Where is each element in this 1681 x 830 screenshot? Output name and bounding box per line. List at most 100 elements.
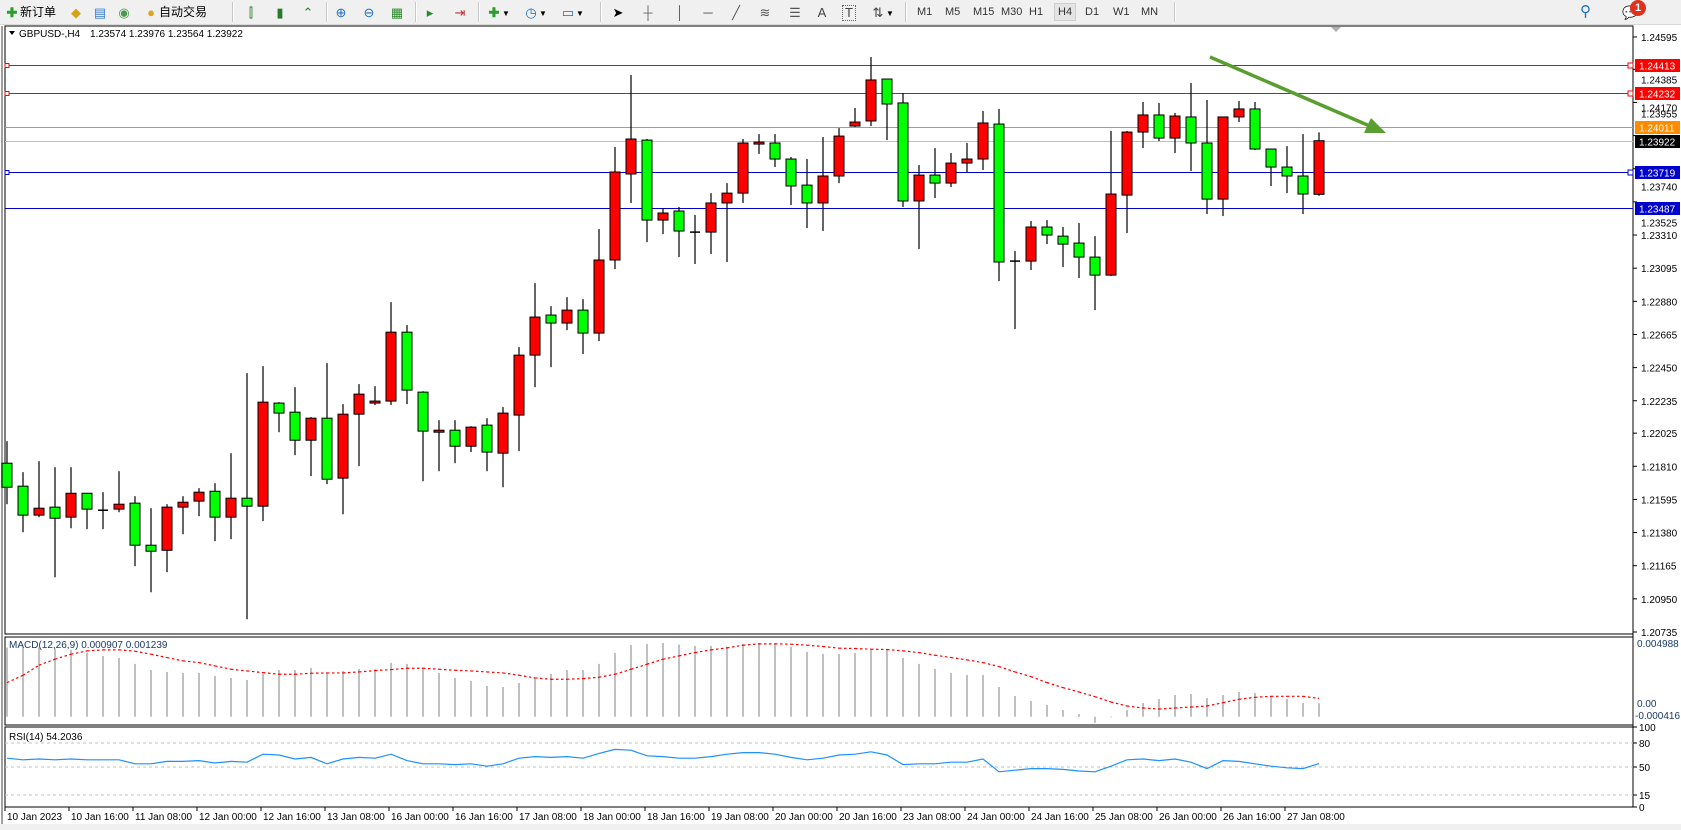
- candle[interactable]: [673, 206, 685, 258]
- candle[interactable]: [1073, 223, 1085, 279]
- candle[interactable]: [529, 283, 541, 388]
- timeframe-h4-button[interactable]: H4: [1054, 3, 1077, 21]
- candle[interactable]: [1313, 132, 1325, 196]
- timeframe-h1-button[interactable]: H1: [1029, 6, 1044, 18]
- candle[interactable]: [1281, 146, 1293, 194]
- candlestick-button[interactable]: ▮: [272, 3, 288, 21]
- candle[interactable]: [1185, 83, 1197, 172]
- candle[interactable]: [193, 488, 205, 517]
- bar-chart-button[interactable]: ⫿: [243, 3, 259, 21]
- line-chart-button[interactable]: ⌃: [300, 3, 316, 21]
- candle[interactable]: [481, 418, 493, 472]
- candle[interactable]: [321, 363, 333, 485]
- candle[interactable]: [353, 384, 365, 467]
- candle[interactable]: [833, 128, 845, 184]
- candle[interactable]: [513, 347, 525, 452]
- market-watch-button[interactable]: ◆: [68, 3, 84, 21]
- candle[interactable]: [1041, 220, 1053, 245]
- main-price-pane[interactable]: [4, 25, 1634, 635]
- timeframe-d1-button[interactable]: D1: [1085, 6, 1100, 18]
- timeframe-m5-button[interactable]: M5: [945, 6, 961, 18]
- candle[interactable]: [433, 420, 445, 472]
- trend-arrow-line[interactable]: [1209, 55, 1373, 129]
- price-level-handle[interactable]: [1627, 169, 1634, 176]
- price-level-handle[interactable]: [4, 63, 10, 68]
- candle[interactable]: [769, 134, 781, 168]
- price-level-handle[interactable]: [1627, 90, 1634, 97]
- candle[interactable]: [801, 159, 813, 229]
- candle[interactable]: [690, 214, 700, 265]
- candle[interactable]: [1025, 221, 1037, 271]
- candle[interactable]: [1137, 102, 1149, 149]
- candle[interactable]: [1, 441, 13, 505]
- chart-shift-marker-icon[interactable]: [1331, 27, 1341, 32]
- periods-button[interactable]: ◷ ▼: [523, 3, 547, 21]
- candle[interactable]: [337, 404, 349, 515]
- candle[interactable]: [33, 461, 45, 518]
- candle[interactable]: [705, 193, 717, 254]
- candle[interactable]: [609, 147, 621, 270]
- rsi-pane[interactable]: [4, 726, 1634, 808]
- candle[interactable]: [961, 143, 973, 172]
- text-button[interactable]: A: [814, 3, 830, 21]
- symbol-dropdown-icon[interactable]: [9, 31, 15, 35]
- price-level-handle[interactable]: [4, 91, 10, 96]
- candle[interactable]: [545, 306, 557, 368]
- candle[interactable]: [1249, 102, 1261, 151]
- candle[interactable]: [1233, 100, 1245, 123]
- candle[interactable]: [241, 373, 253, 620]
- candle[interactable]: [641, 138, 653, 243]
- candle[interactable]: [465, 426, 477, 453]
- candle[interactable]: [561, 297, 573, 331]
- zoom-out-button[interactable]: ⊖: [361, 3, 377, 21]
- auto-trading-button[interactable]: ● 自动交易: [143, 3, 207, 21]
- candle[interactable]: [497, 407, 509, 488]
- vertical-line-button[interactable]: │: [672, 3, 688, 21]
- candle[interactable]: [129, 496, 141, 567]
- candle[interactable]: [177, 496, 189, 535]
- candle[interactable]: [993, 108, 1005, 282]
- candle[interactable]: [945, 153, 957, 188]
- trendline-button[interactable]: ╱: [728, 3, 744, 21]
- candle[interactable]: [449, 420, 461, 464]
- candle[interactable]: [305, 417, 317, 477]
- candle[interactable]: [881, 78, 893, 141]
- candle[interactable]: [49, 467, 61, 578]
- candle[interactable]: [1169, 112, 1181, 154]
- candle[interactable]: [17, 472, 29, 533]
- price-level-handle[interactable]: [1627, 62, 1634, 69]
- timeframe-m1-button[interactable]: M1: [917, 6, 933, 18]
- text-label-button[interactable]: T: [842, 3, 856, 21]
- horizontal-line-button[interactable]: ─: [700, 3, 716, 21]
- navigator-button[interactable]: ▤: [92, 3, 108, 21]
- candle[interactable]: [1265, 148, 1277, 187]
- candle[interactable]: [401, 325, 413, 405]
- candle[interactable]: [289, 387, 301, 456]
- candle[interactable]: [273, 402, 285, 433]
- timeframe-mn-button[interactable]: MN: [1141, 6, 1159, 18]
- candle[interactable]: [65, 467, 77, 529]
- candle[interactable]: [849, 108, 861, 127]
- zoom-in-button[interactable]: ⊕: [333, 3, 349, 21]
- candle[interactable]: [369, 386, 381, 406]
- timeframe-m30-button[interactable]: M30: [1001, 6, 1023, 18]
- candle[interactable]: [1297, 134, 1309, 215]
- arrows-button[interactable]: ⇅ ▼: [870, 3, 894, 21]
- candle[interactable]: [625, 75, 637, 203]
- new-chart-button[interactable]: ✚ ▼: [486, 3, 510, 21]
- candle[interactable]: [929, 148, 941, 199]
- crosshair-button[interactable]: ┼: [640, 3, 656, 21]
- candle[interactable]: [1105, 130, 1117, 277]
- search-button[interactable]: ⚲: [1580, 3, 1591, 21]
- candle[interactable]: [257, 366, 269, 522]
- candle[interactable]: [417, 391, 429, 482]
- chart-shift-button[interactable]: ⇥: [452, 3, 468, 21]
- candle[interactable]: [1121, 130, 1133, 234]
- candle[interactable]: [913, 165, 925, 250]
- candle[interactable]: [817, 136, 829, 232]
- tile-windows-button[interactable]: ▦: [389, 3, 405, 21]
- candle[interactable]: [1153, 102, 1165, 142]
- candle[interactable]: [113, 471, 125, 513]
- templates-button[interactable]: ▭ ▼: [561, 4, 584, 20]
